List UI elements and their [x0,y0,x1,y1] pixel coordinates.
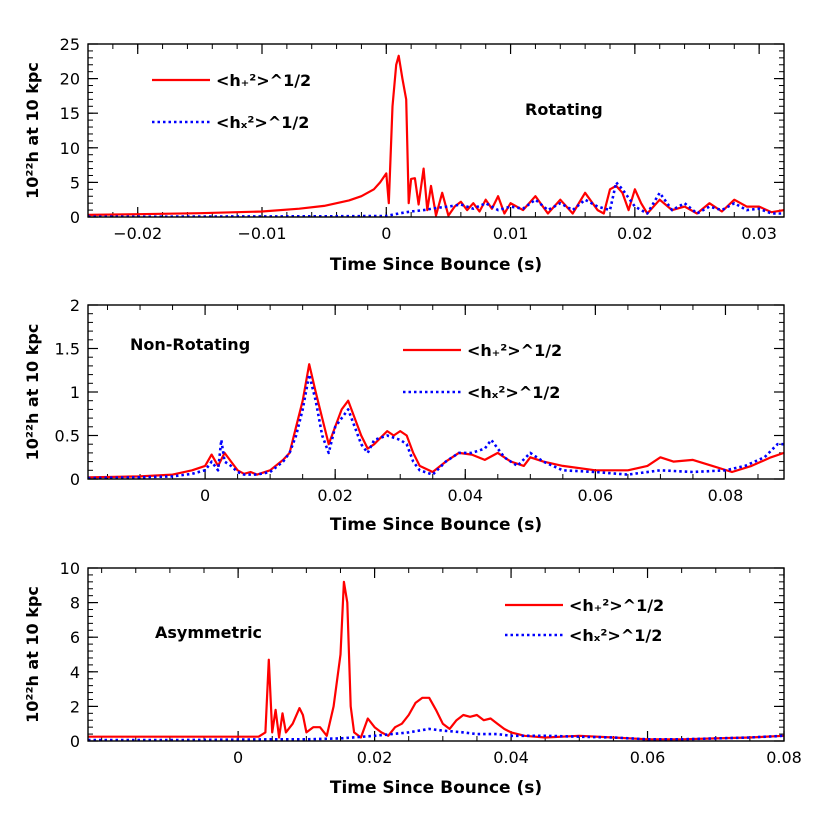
y-tick-label: 15 [60,104,80,123]
y-axis-label: 10²²h at 10 kpc [23,62,42,199]
minor-ticks [88,567,785,742]
x-tick-label: 0 [381,224,391,243]
y-tick-label: 4 [70,663,80,682]
y-tick-label: 10 [60,559,80,578]
panel-3: 0 0.02 0.04 0.06 0.08 0 2 4 6 8 10 Time Since Bounc… [23,559,802,798]
x-axis-label: Time Since Bounce (s) [330,778,542,798]
x-tick-label: 0.06 [578,486,614,505]
y-tick-label: 0 [70,470,80,489]
x-tick-label: 0.08 [708,486,744,505]
legend-h-cross-label: <hₓ²>^1/2 [467,383,560,402]
series-h-plus-line [88,363,784,479]
y-tick-label: 5 [70,173,80,192]
series-h-cross-line [88,181,784,217]
x-tick-label: −0.02 [113,224,162,243]
y-tick-label: 0 [70,208,80,227]
series-h-cross-line [88,373,784,479]
x-tick-label: 0.06 [630,748,666,767]
panel-2: 0 0.02 0.04 0.06 0.08 0 0.5 1 1.5 2 Time Since Bou… [23,296,785,535]
x-tick-label: 0.02 [617,224,653,243]
panel-annotation: Non-Rotating [130,335,250,354]
legend-h-cross-label: <hₓ²>^1/2 [216,113,309,132]
panel-1: −0.02 −0.01 0 0.01 0.02 0.03 0 5 10 15 20 25 Time Si… [23,35,785,275]
panel-annotation: Rotating [525,100,603,119]
x-tick-label: 0.08 [766,748,802,767]
series-h-plus-line [88,580,784,741]
x-tick-label: −0.01 [237,224,286,243]
x-axis-label: Time Since Bounce (s) [330,515,542,535]
panel-annotation: Asymmetric [155,623,262,642]
y-tick-label: 2 [70,697,80,716]
plot-frame [87,567,785,742]
y-tick-label: 0.5 [55,427,80,446]
legend-h-cross-label: <hₓ²>^1/2 [569,626,662,645]
y-tick-label: 8 [70,594,80,613]
plot-frame [87,304,785,480]
y-tick-label: 0 [70,732,80,751]
y-axis-label: 10²²h at 10 kpc [23,586,42,723]
series-h-plus-line [88,54,784,217]
minor-ticks [87,43,785,218]
series-h-cross-line [88,727,784,741]
x-tick-label: 0 [233,748,243,767]
y-tick-label: 25 [60,35,80,54]
x-tick-label: 0.02 [357,748,393,767]
y-tick-label: 6 [70,628,80,647]
x-axis-label: Time Since Bounce (s) [330,255,542,275]
x-tick-label: 0.03 [741,224,777,243]
y-axis-label: 10²²h at 10 kpc [23,324,42,461]
x-tick-label: 0 [200,486,210,505]
y-tick-label: 20 [60,70,80,89]
y-tick-label: 10 [60,139,80,158]
legend-h-plus-label: <h₊²>^1/2 [569,596,664,615]
x-tick-label: 0.04 [493,748,529,767]
x-tick-label: 0.04 [447,486,483,505]
legend-h-plus-label: <h₊²>^1/2 [467,341,562,360]
x-tick-label: 0.01 [493,224,529,243]
legend-h-plus-label: <h₊²>^1/2 [216,71,311,90]
y-tick-label: 2 [70,296,80,315]
x-tick-label: 0.02 [317,486,353,505]
y-tick-label: 1.5 [55,340,80,359]
plot-frame [87,43,785,218]
y-tick-label: 1 [70,383,80,402]
